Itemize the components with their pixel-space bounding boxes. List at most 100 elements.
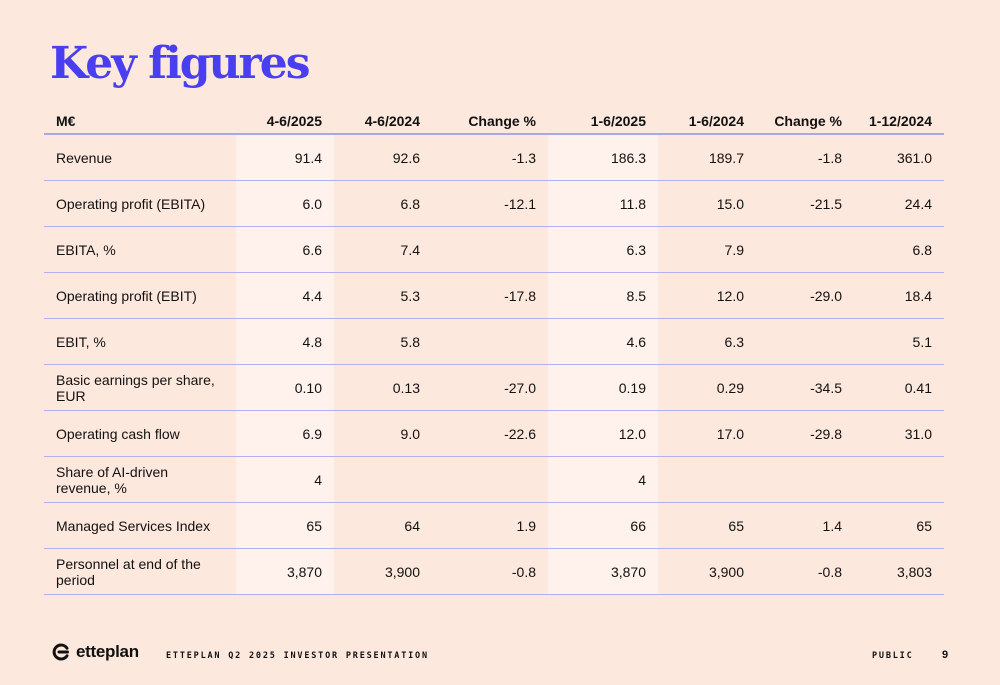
table-cell: -29.8	[756, 410, 854, 457]
table-cell: 64	[334, 502, 432, 549]
table-cell: -27.0	[432, 364, 548, 411]
table-row: Operating profit (EBITA) 6.0 6.8 -12.1 11.8 1…	[44, 180, 944, 227]
table-cell: 6.8	[334, 180, 432, 227]
row-label: Basic earnings per share, EUR	[44, 364, 236, 411]
table-cell: 6.9	[236, 410, 334, 457]
table-cell: 1.4	[756, 502, 854, 549]
table-cell	[432, 226, 548, 273]
table-cell: 18.4	[854, 272, 944, 319]
table-cell: 65	[658, 502, 756, 549]
table-cell: 9.0	[334, 410, 432, 457]
table-cell: -29.0	[756, 272, 854, 319]
column-header: M€	[44, 108, 236, 135]
table-cell: -1.8	[756, 134, 854, 181]
page-number: 9	[942, 649, 949, 661]
table-header-row: M€ 4-6/2025 4-6/2024 Change % 1-6/2025 1…	[44, 108, 944, 135]
table-cell: 66	[548, 502, 658, 549]
column-header: 4-6/2024	[334, 108, 432, 135]
table-cell: 0.41	[854, 364, 944, 411]
table-cell: 0.29	[658, 364, 756, 411]
table-cell: 24.4	[854, 180, 944, 227]
table-cell: 3,803	[854, 548, 944, 595]
table-cell: 7.9	[658, 226, 756, 273]
page-title: Key figures	[50, 38, 310, 89]
table-row: EBIT, % 4.8 5.8 4.6 6.3 5.1	[44, 318, 944, 365]
classification-label: PUBLIC	[872, 651, 914, 661]
table-cell	[432, 456, 548, 503]
table-cell: 4	[236, 456, 334, 503]
table-cell: 12.0	[548, 410, 658, 457]
table-cell	[854, 456, 944, 503]
table-cell: 1.9	[432, 502, 548, 549]
column-header: 4-6/2025	[236, 108, 334, 135]
table-row: Operating cash flow 6.9 9.0 -22.6 12.0 17.0 -2…	[44, 410, 944, 457]
key-figures-table-container: M€ 4-6/2025 4-6/2024 Change % 1-6/2025 1…	[44, 108, 944, 595]
table-cell	[756, 226, 854, 273]
table-cell: 5.1	[854, 318, 944, 365]
table-cell: 17.0	[658, 410, 756, 457]
table-cell: 189.7	[658, 134, 756, 181]
table-cell: 3,900	[334, 548, 432, 595]
table-row: Basic earnings per share, EUR 0.10 0.13 -27…	[44, 364, 944, 411]
footer-logo: etteplan	[52, 642, 139, 662]
table-row: Operating profit (EBIT) 4.4 5.3 -17.8 8.5 12.…	[44, 272, 944, 319]
table-cell: 3,870	[548, 548, 658, 595]
table-row: Revenue 91.4 92.6 -1.3 186.3 189.7 -1.8 361.0	[44, 134, 944, 181]
row-label: Personnel at end of the period	[44, 548, 236, 595]
logo-text: etteplan	[76, 642, 139, 661]
table-cell: 65	[236, 502, 334, 549]
column-header: 1-6/2024	[658, 108, 756, 135]
table-cell: 6.0	[236, 180, 334, 227]
row-label: Managed Services Index	[44, 502, 236, 549]
table-cell: 4.6	[548, 318, 658, 365]
table-cell: -21.5	[756, 180, 854, 227]
table-cell: 15.0	[658, 180, 756, 227]
column-header: 1-12/2024	[854, 108, 944, 135]
table-cell: 91.4	[236, 134, 334, 181]
row-label: Operating profit (EBIT)	[44, 272, 236, 319]
table-cell	[432, 318, 548, 365]
table-cell: 6.3	[548, 226, 658, 273]
table-cell: 12.0	[658, 272, 756, 319]
table-cell: 0.13	[334, 364, 432, 411]
table-cell: 65	[854, 502, 944, 549]
table-cell: 4.4	[236, 272, 334, 319]
table-cell: 92.6	[334, 134, 432, 181]
table-cell: 186.3	[548, 134, 658, 181]
row-label: EBIT, %	[44, 318, 236, 365]
table-row: Managed Services Index 65 64 1.9 66 65 1.4 65	[44, 502, 944, 549]
table-cell: -22.6	[432, 410, 548, 457]
table-cell: 361.0	[854, 134, 944, 181]
table-cell	[756, 318, 854, 365]
table-cell: 8.5	[548, 272, 658, 319]
table-cell: -17.8	[432, 272, 548, 319]
table-cell: 0.19	[548, 364, 658, 411]
table-cell: 31.0	[854, 410, 944, 457]
table-cell: -34.5	[756, 364, 854, 411]
table-cell: 5.3	[334, 272, 432, 319]
table-cell: 0.10	[236, 364, 334, 411]
table-cell: -0.8	[756, 548, 854, 595]
row-label: Share of AI-driven revenue, %	[44, 456, 236, 503]
table-cell: 3,900	[658, 548, 756, 595]
row-label: Operating cash flow	[44, 410, 236, 457]
table-row: EBITA, % 6.6 7.4 6.3 7.9 6.8	[44, 226, 944, 273]
table-cell: 4	[548, 456, 658, 503]
table-cell: 6.3	[658, 318, 756, 365]
table-cell: -0.8	[432, 548, 548, 595]
table-cell: 7.4	[334, 226, 432, 273]
row-label: EBITA, %	[44, 226, 236, 273]
table-cell: 11.8	[548, 180, 658, 227]
table-row: Share of AI-driven revenue, % 4 4	[44, 456, 944, 503]
table-cell: 3,870	[236, 548, 334, 595]
column-header: Change %	[432, 108, 548, 135]
etteplan-logo-icon	[52, 643, 69, 661]
row-label: Operating profit (EBITA)	[44, 180, 236, 227]
table-body: Revenue 91.4 92.6 -1.3 186.3 189.7 -1.8 361.0 Op…	[44, 134, 944, 595]
table-cell: 6.8	[854, 226, 944, 273]
table-cell: 6.6	[236, 226, 334, 273]
column-header: Change %	[756, 108, 854, 135]
table-cell	[334, 456, 432, 503]
footer-caption: ETTEPLAN Q2 2025 INVESTOR PRESENTATION	[166, 651, 429, 661]
table-cell	[756, 456, 854, 503]
